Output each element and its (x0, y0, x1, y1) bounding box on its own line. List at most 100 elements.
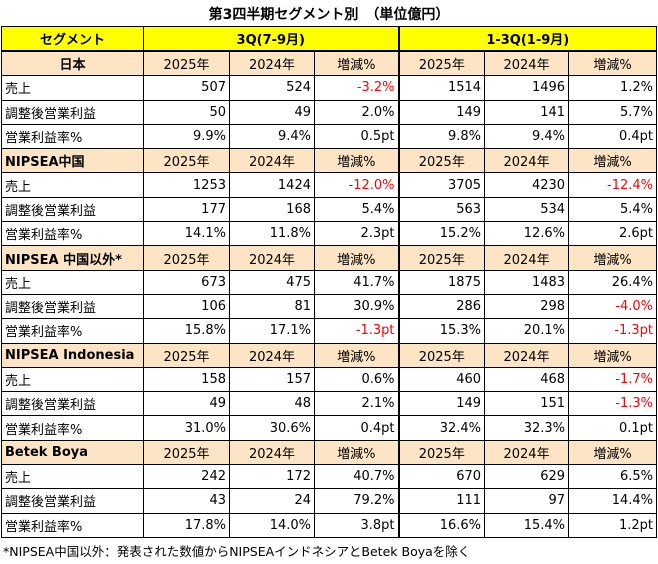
table-row: 売上 158 157 0.6% 460 468 -1.7% (1, 366, 658, 393)
value-cell: 14.4% (568, 488, 658, 514)
value-cell: 5.7% (568, 99, 658, 125)
table-title: 第3四半期セグメント別 （単位億円） (208, 7, 450, 23)
segment-name: 日本 (1, 50, 144, 77)
column-label: 2024年 (229, 439, 315, 466)
value-cell: 0.6% (313, 366, 400, 393)
value-cell: 15.8% (143, 318, 230, 344)
value-cell: 1483 (484, 269, 570, 295)
value-cell: 41.7% (313, 269, 400, 295)
value-cell: 5.4% (313, 196, 400, 223)
value-cell: 4230 (484, 172, 570, 198)
value-cell: 0.4pt (313, 415, 400, 441)
column-label: 2025年 (143, 342, 230, 368)
value-cell: 31.0% (143, 415, 230, 441)
table-row: 調整後営業利益 177 168 5.4% 563 534 5.4% (1, 196, 658, 223)
column-label: 増減% (313, 439, 400, 466)
value-cell: 242 (143, 464, 230, 490)
value-cell: 1253 (143, 172, 230, 198)
table-row: 調整後営業利益 106 81 30.9% 286 298 -4.0% (1, 293, 658, 320)
value-cell: -1.7% (568, 366, 658, 393)
value-cell: 43 (143, 488, 230, 514)
value-cell: 97 (484, 488, 570, 514)
header-segment: セグメント (1, 26, 144, 52)
value-cell: 151 (484, 391, 570, 417)
segment-name: Betek Boya (1, 439, 144, 466)
row-label: 営業利益率% (1, 221, 144, 247)
segment-header-row: NIPSEA Indonesia 2025年 2024年 増減% 2025年 2024年増… (1, 342, 658, 368)
column-label: 2024年 (229, 342, 315, 368)
value-cell: 20.1% (484, 318, 570, 344)
value-cell: 670 (398, 464, 486, 490)
table-row: 調整後営業利益 50 49 2.0% 149 141 5.7% (1, 99, 658, 125)
column-label: 2025年 (398, 50, 486, 77)
value-cell: 15.4% (484, 512, 570, 538)
value-cell: 2.1% (313, 391, 400, 417)
value-cell: 48 (229, 391, 315, 417)
value-cell: 5.4% (568, 196, 658, 223)
row-label: 営業利益率% (1, 415, 144, 441)
value-cell: -4.0% (568, 293, 658, 320)
value-cell: 460 (398, 366, 486, 393)
table-row: 営業利益率% 15.8% 17.1% -1.3pt 15.3% 20.1% -1.3pt (1, 318, 658, 344)
value-cell: 1875 (398, 269, 486, 295)
column-label: 増減% (568, 439, 658, 466)
value-cell: 26.4% (568, 269, 658, 295)
segment-header-row: 日本 2025年 2024年 増減% 2025年 2024年 増減% (1, 50, 658, 77)
column-label: 増減% (568, 148, 658, 174)
value-cell: 40.7% (313, 464, 400, 490)
row-label: 売上 (1, 75, 144, 101)
value-cell: 1.2% (568, 75, 658, 101)
column-label: 2024年 (484, 148, 570, 174)
column-label: 2025年 (143, 245, 230, 271)
table-row: 売上 673 475 41.7% 1875 1483 26.4% (1, 269, 658, 295)
value-cell: 11.8% (229, 221, 315, 247)
row-label: 調整後営業利益 (1, 99, 144, 125)
value-cell: 16.6% (398, 512, 486, 538)
value-cell: 30.9% (313, 293, 400, 320)
value-cell: -1.3% (568, 391, 658, 417)
header-row: セグメント 3Q(7-9月) 1-3Q(1-9月) (1, 26, 658, 52)
value-cell: 149 (398, 391, 486, 417)
value-cell: 0.1pt (568, 415, 658, 441)
table-row: 調整後営業利益 49 48 2.1% 149 151 -1.3% (1, 391, 658, 417)
row-label: 調整後営業利益 (1, 391, 144, 417)
table-row: 調整後営業利益 43 24 79.2% 111 97 14.4% (1, 488, 658, 514)
row-label: 調整後営業利益 (1, 196, 144, 223)
footnote: *NIPSEA中国以外：発表された数値からNIPSEAインドネシアとBetek … (3, 544, 471, 559)
value-cell: 49 (143, 391, 230, 417)
value-cell: 2.6pt (568, 221, 658, 247)
value-cell: 15.3% (398, 318, 486, 344)
value-cell: 177 (143, 196, 230, 223)
column-label: 2024年 (229, 50, 315, 77)
row-label: 売上 (1, 172, 144, 198)
value-cell: 468 (484, 366, 570, 393)
column-label: 増減% (313, 148, 400, 174)
value-cell: 14.1% (143, 221, 230, 247)
segment-header-row: NIPSEA 中国以外* 2025年 2024年 増減% 2025年 2024年 増減% (1, 245, 658, 271)
value-cell: 106 (143, 293, 230, 320)
value-cell: 111 (398, 488, 486, 514)
segment-table: セグメント 3Q(7-9月) 1-3Q(1-9月) 日本 2025年 2024年 増減… (1, 26, 658, 538)
value-cell: 507 (143, 75, 230, 101)
column-label: 増減% (568, 50, 658, 77)
row-label: 売上 (1, 366, 144, 393)
value-cell: -3.2% (313, 75, 400, 101)
value-cell: 629 (484, 464, 570, 490)
value-cell: 298 (484, 293, 570, 320)
column-label: 2025年 (143, 148, 230, 174)
column-label: 増減% (313, 245, 400, 271)
value-cell: 0.4pt (568, 123, 658, 150)
value-cell: 9.4% (229, 123, 315, 150)
header-q3: 3Q(7-9月) (142, 26, 400, 52)
value-cell: -12.0% (313, 172, 400, 198)
column-label: 増減% (313, 342, 400, 368)
column-label: 2024年 (484, 439, 570, 466)
value-cell: 9.4% (484, 123, 570, 150)
value-cell: 286 (398, 293, 486, 320)
column-label: 2025年 (398, 439, 486, 466)
value-cell: 534 (484, 196, 570, 223)
value-cell: 172 (229, 464, 315, 490)
value-cell: -1.3pt (568, 318, 658, 344)
segment-header-row: NIPSEA中国 2025年 2024年 増減% 2025年 2024年 増減% (1, 148, 658, 174)
value-cell: 24 (229, 488, 315, 514)
